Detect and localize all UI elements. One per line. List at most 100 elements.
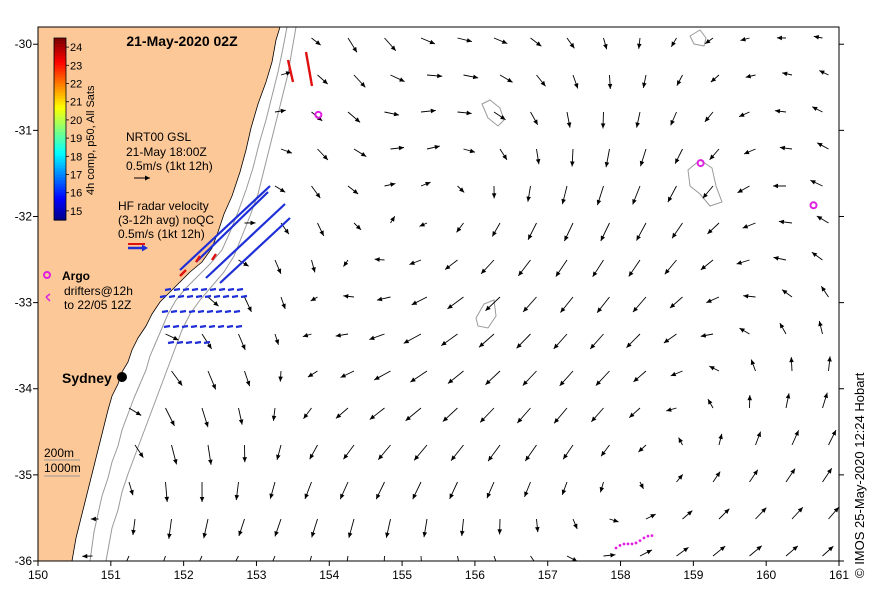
current-arrow — [739, 327, 750, 335]
seamount-contour — [481, 99, 505, 127]
current-arrow — [749, 469, 759, 483]
argo-float-marker — [314, 110, 323, 119]
drifters-legend-line2: to 22/05 12Z — [64, 298, 131, 312]
current-arrow — [335, 407, 349, 419]
current-arrow — [560, 296, 574, 313]
current-vectors — [82, 35, 839, 561]
lon-tick-label: 152 — [174, 568, 194, 582]
lon-tick-label: 158 — [611, 568, 631, 582]
radar-arrow — [168, 294, 176, 299]
current-arrow — [426, 73, 443, 79]
drifter-point — [622, 542, 626, 546]
radar-arrow — [159, 294, 167, 299]
current-arrow — [738, 111, 750, 118]
current-arrow — [457, 185, 465, 193]
current-arrow — [700, 259, 714, 271]
current-arrow — [785, 545, 799, 557]
current-arrow — [599, 481, 605, 493]
current-arrow — [347, 111, 361, 123]
current-arrow — [441, 333, 458, 347]
current-arrow — [518, 259, 531, 277]
radar-arrow — [195, 191, 269, 263]
island-contour — [689, 29, 707, 47]
current-arrow — [820, 285, 829, 298]
radar-arrow — [236, 287, 244, 292]
radar-arrow — [194, 340, 202, 345]
current-arrow — [663, 333, 677, 344]
radar-arrow — [208, 324, 216, 329]
current-arrow — [463, 148, 476, 154]
current-arrow — [736, 259, 750, 265]
current-arrow — [353, 148, 367, 157]
current-arrow — [276, 444, 282, 461]
current-arrow — [442, 407, 458, 422]
current-arrow — [591, 407, 604, 423]
radar-arrow — [205, 203, 286, 279]
current-arrow — [749, 545, 763, 557]
current-arrow — [165, 333, 179, 341]
current-arrow — [384, 111, 400, 117]
current-arrow — [171, 444, 178, 465]
current-arrow — [740, 36, 750, 42]
current-arrow — [339, 481, 349, 500]
current-arrow — [201, 407, 209, 428]
current-arrow — [317, 148, 329, 161]
drifter-tracks — [614, 534, 654, 550]
current-arrow — [347, 37, 358, 53]
current-arrow — [420, 181, 431, 187]
current-arrow — [666, 407, 677, 412]
current-arrow — [82, 553, 93, 559]
current-arrow — [737, 185, 750, 194]
lat-tick-label: -31 — [15, 123, 33, 137]
radar-arrow-red — [304, 51, 314, 87]
radar-arrow — [219, 217, 291, 284]
radar-arrow-red — [195, 255, 201, 263]
current-arrow — [343, 294, 355, 299]
radar-arrow — [213, 294, 221, 299]
drifter-point — [642, 536, 646, 540]
seamount-contour — [475, 299, 497, 329]
current-arrow — [678, 437, 683, 446]
current-arrow — [755, 431, 762, 446]
current-arrow — [776, 35, 787, 41]
current-arrow — [199, 481, 205, 503]
current-arrow — [791, 506, 804, 520]
current-arrow — [207, 444, 213, 465]
current-arrow — [596, 185, 604, 206]
radar-arrow — [217, 324, 225, 329]
current-arrow — [600, 222, 610, 242]
current-arrow — [822, 392, 828, 409]
current-arrow — [426, 144, 440, 150]
current-arrow — [278, 370, 283, 382]
current-arrow — [131, 518, 136, 536]
current-arrow — [302, 332, 312, 338]
current-arrow — [524, 481, 531, 498]
current-arrow — [456, 222, 464, 233]
current-arrow — [343, 444, 355, 460]
colorbar-tick-label: 21 — [70, 97, 82, 109]
current-arrow — [603, 552, 616, 558]
current-arrow — [810, 179, 823, 187]
current-arrow — [126, 555, 130, 561]
current-arrow — [309, 555, 312, 561]
current-arrow — [707, 222, 720, 235]
radar-arrow — [218, 287, 226, 292]
current-arrow — [485, 370, 501, 386]
current-arrow — [639, 481, 644, 490]
current-arrow — [303, 407, 312, 420]
current-arrow — [412, 481, 422, 500]
radar-arrow — [170, 309, 178, 314]
current-arrow — [444, 259, 458, 270]
current-arrow — [702, 185, 714, 199]
current-arrow — [536, 74, 546, 87]
drifter-point — [626, 542, 630, 546]
current-arrow — [419, 222, 428, 227]
current-arrow — [816, 142, 829, 150]
current-arrow — [410, 370, 428, 383]
current-arrow — [709, 148, 720, 161]
current-arrow — [632, 185, 641, 205]
current-arrow — [486, 481, 495, 499]
radar-arrow — [203, 340, 211, 345]
current-arrow — [335, 332, 349, 338]
current-arrow — [572, 518, 578, 530]
